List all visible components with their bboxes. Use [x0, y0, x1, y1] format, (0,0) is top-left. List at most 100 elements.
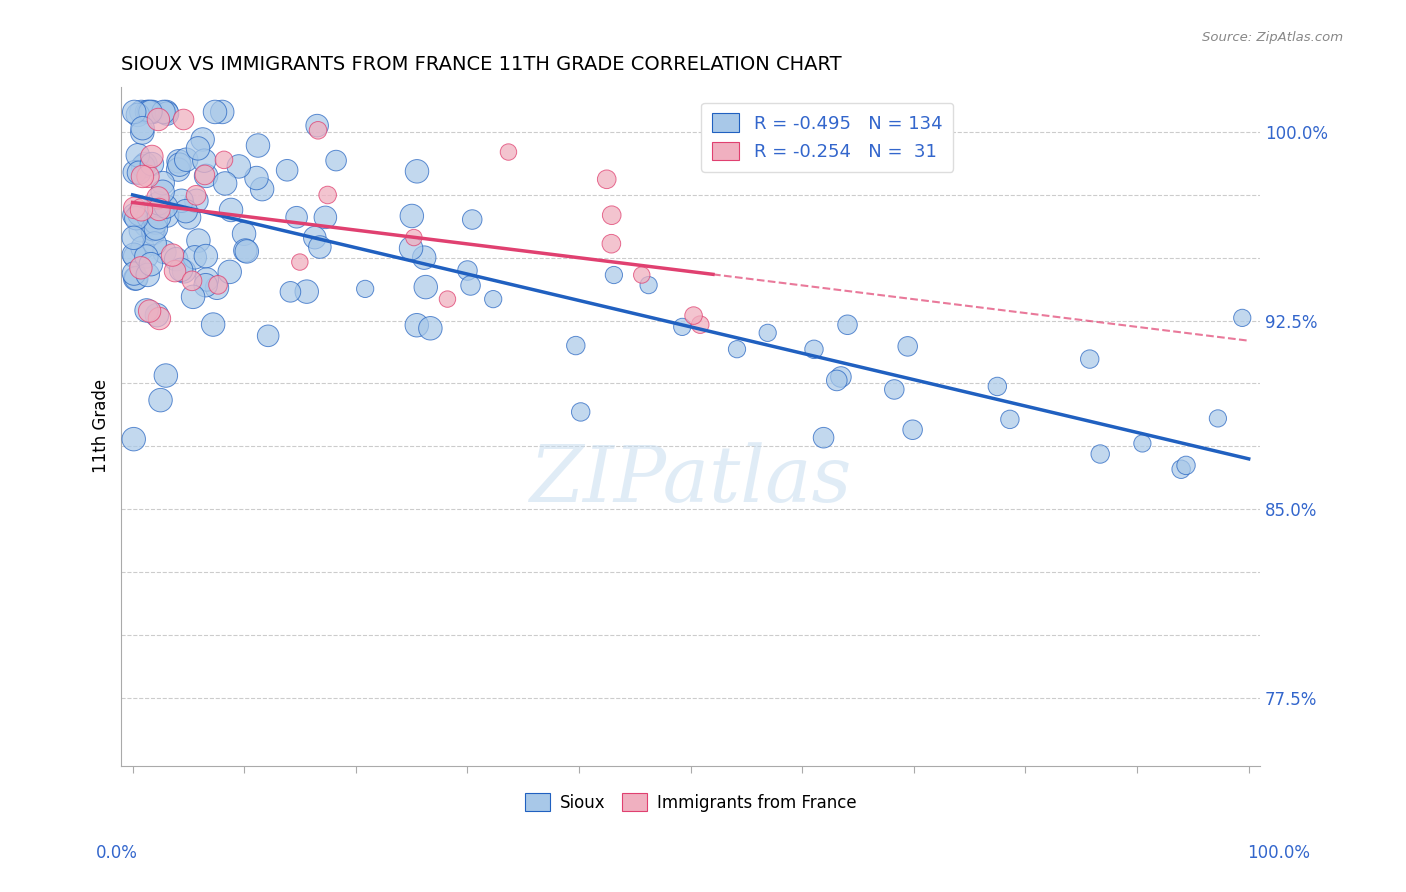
- Point: [142, 104, 165, 119]
- Point: [803, 343, 825, 357]
- Point: [152, 185, 174, 199]
- Point: [124, 250, 146, 264]
- Point: [314, 211, 336, 225]
- Point: [219, 202, 242, 217]
- Point: [214, 177, 236, 191]
- Point: [156, 106, 179, 120]
- Point: [148, 311, 170, 326]
- Point: [401, 209, 423, 223]
- Point: [250, 182, 273, 196]
- Point: [837, 318, 859, 332]
- Point: [637, 278, 659, 293]
- Point: [142, 222, 165, 236]
- Point: [131, 169, 153, 184]
- Point: [207, 277, 229, 292]
- Point: [129, 223, 152, 237]
- Point: [181, 290, 204, 304]
- Point: [127, 108, 149, 122]
- Point: [399, 241, 422, 255]
- Point: [167, 154, 190, 169]
- Point: [1175, 458, 1198, 473]
- Point: [125, 211, 148, 226]
- Point: [146, 191, 169, 205]
- Point: [148, 202, 170, 217]
- Point: [193, 153, 215, 168]
- Point: [136, 169, 159, 184]
- Point: [295, 285, 318, 299]
- Point: [603, 268, 626, 282]
- Point: [1170, 462, 1192, 476]
- Point: [131, 121, 153, 136]
- Point: [276, 163, 298, 178]
- Point: [436, 292, 458, 306]
- Point: [141, 157, 163, 171]
- Point: [142, 226, 165, 240]
- Point: [211, 104, 233, 119]
- Point: [177, 211, 200, 225]
- Point: [163, 264, 186, 278]
- Point: [689, 318, 711, 332]
- Point: [148, 196, 170, 211]
- Point: [460, 278, 482, 293]
- Point: [565, 338, 588, 352]
- Point: [148, 211, 170, 225]
- Point: [316, 188, 339, 202]
- Point: [195, 169, 218, 183]
- Point: [139, 257, 162, 271]
- Text: ZIPatlas: ZIPatlas: [530, 442, 852, 518]
- Point: [830, 370, 852, 384]
- Point: [482, 292, 505, 306]
- Point: [402, 230, 425, 244]
- Point: [212, 153, 235, 167]
- Point: [146, 308, 169, 322]
- Legend: Sioux, Immigrants from France: Sioux, Immigrants from France: [517, 787, 863, 818]
- Point: [165, 252, 187, 267]
- Point: [233, 227, 256, 241]
- Point: [155, 104, 177, 119]
- Point: [184, 250, 207, 264]
- Point: [285, 211, 308, 225]
- Point: [304, 230, 326, 244]
- Point: [124, 208, 146, 222]
- Point: [122, 432, 145, 446]
- Point: [186, 194, 208, 208]
- Point: [138, 210, 160, 224]
- Point: [901, 423, 924, 437]
- Point: [135, 303, 157, 318]
- Point: [143, 236, 166, 251]
- Point: [187, 234, 209, 248]
- Point: [813, 431, 835, 445]
- Point: [125, 271, 148, 285]
- Point: [122, 267, 145, 281]
- Point: [205, 281, 228, 295]
- Point: [461, 212, 484, 227]
- Point: [156, 209, 179, 223]
- Point: [122, 248, 145, 262]
- Point: [354, 282, 377, 296]
- Point: [415, 280, 437, 294]
- Point: [413, 251, 436, 265]
- Point: [169, 158, 191, 172]
- Point: [153, 245, 176, 260]
- Point: [569, 405, 592, 419]
- Point: [135, 219, 157, 233]
- Point: [174, 204, 197, 219]
- Point: [173, 264, 195, 278]
- Point: [124, 271, 146, 285]
- Point: [138, 304, 160, 318]
- Point: [756, 326, 779, 340]
- Y-axis label: 11th Grade: 11th Grade: [93, 379, 110, 474]
- Point: [307, 119, 329, 133]
- Point: [897, 339, 920, 353]
- Point: [131, 241, 153, 255]
- Point: [152, 104, 174, 119]
- Point: [128, 166, 150, 180]
- Point: [131, 202, 153, 217]
- Point: [145, 221, 167, 235]
- Text: 100.0%: 100.0%: [1247, 844, 1310, 862]
- Point: [141, 149, 163, 163]
- Point: [1206, 411, 1229, 425]
- Point: [600, 208, 623, 222]
- Point: [309, 240, 332, 254]
- Point: [167, 162, 190, 177]
